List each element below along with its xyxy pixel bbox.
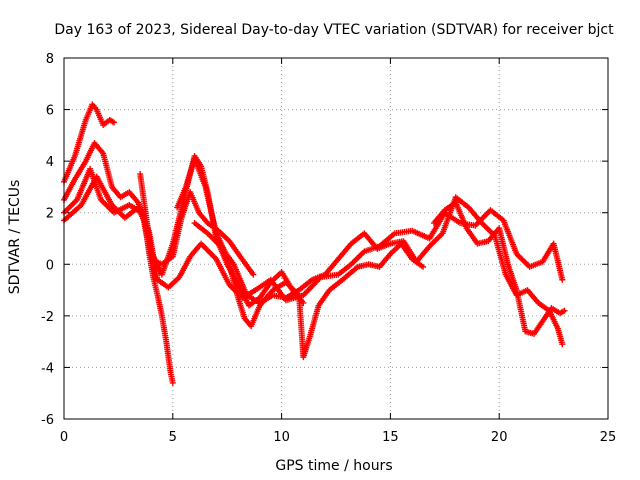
data-point xyxy=(559,341,566,348)
series-track-7 xyxy=(191,194,566,348)
chart-title: Day 163 of 2023, Sidereal Day-to-day VTE… xyxy=(54,22,614,38)
y-tick-label: 2 xyxy=(46,207,54,222)
axis-ticks: 0 5 10 15 20 25 -6 -4 -2 0 2 4 6 8 xyxy=(41,52,616,445)
data-point xyxy=(561,307,568,314)
series-track-6 xyxy=(174,155,427,361)
y-tick-label: -4 xyxy=(41,361,54,376)
series-track-8 xyxy=(430,199,568,337)
x-tick-label: 20 xyxy=(491,430,508,445)
data-point xyxy=(559,276,566,283)
y-tick-label: 6 xyxy=(46,104,54,119)
y-tick-label: 4 xyxy=(46,155,54,170)
x-tick-label: 25 xyxy=(600,430,617,445)
data-point xyxy=(169,379,176,386)
y-axis-label: SDTVAR / TECUs xyxy=(7,180,23,295)
y-tick-label: -2 xyxy=(41,310,54,325)
x-tick-label: 10 xyxy=(273,430,290,445)
x-tick-label: 0 xyxy=(60,430,68,445)
x-tick-label: 5 xyxy=(169,430,177,445)
series-track-2 xyxy=(61,140,176,386)
x-tick-label: 15 xyxy=(382,430,399,445)
y-tick-label: 0 xyxy=(46,258,54,273)
plot-frame xyxy=(63,57,609,420)
data-point xyxy=(111,119,118,126)
data-point xyxy=(420,263,427,270)
data-point xyxy=(250,271,257,278)
y-tick-label: -6 xyxy=(41,413,54,428)
x-axis-label: GPS time / hours xyxy=(275,458,392,474)
data-markers xyxy=(61,101,568,386)
y-tick-label: 8 xyxy=(46,52,54,67)
series-track-1 xyxy=(61,101,118,185)
